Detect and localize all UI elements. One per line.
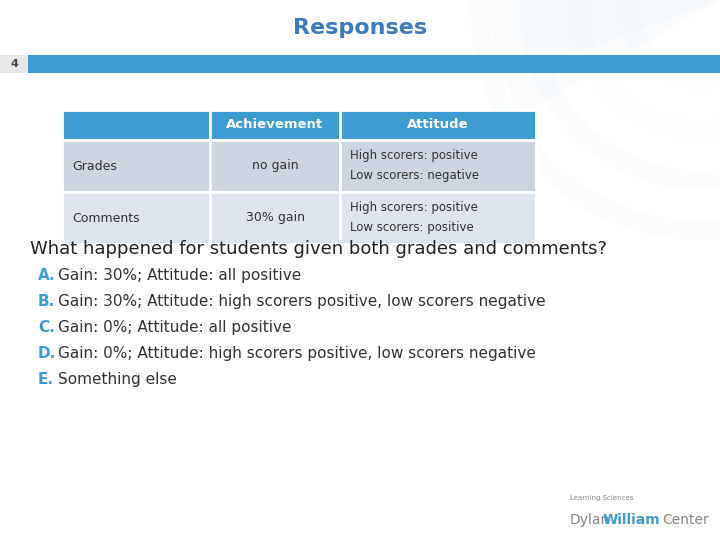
Bar (210, 192, 340, 244)
Text: B.: B. (38, 294, 55, 309)
Wedge shape (540, 0, 720, 62)
Text: no gain: no gain (252, 159, 298, 172)
Bar (62, 192, 210, 244)
Text: Gain: 0%; Attitude: all positive: Gain: 0%; Attitude: all positive (58, 320, 292, 335)
Bar (210, 110, 340, 140)
Text: A.: A. (38, 268, 55, 283)
Text: Low scorers: negative: Low scorers: negative (350, 170, 479, 183)
Text: Achievement: Achievement (226, 118, 323, 132)
Text: Gain: 0%; Attitude: high scorers positive, low scorers negative: Gain: 0%; Attitude: high scorers positiv… (58, 346, 536, 361)
Text: Low scorers: positive: Low scorers: positive (350, 221, 474, 234)
Text: Responses: Responses (293, 18, 427, 38)
Bar (340, 192, 536, 244)
Text: Dylan: Dylan (570, 513, 611, 527)
Text: Grades: Grades (72, 159, 117, 172)
Text: William: William (603, 513, 661, 527)
Text: Center: Center (662, 513, 708, 527)
Text: What happened for students given both grades and comments?: What happened for students given both gr… (30, 240, 607, 258)
Text: E.: E. (38, 372, 54, 387)
Text: Something else: Something else (58, 372, 177, 387)
Bar (340, 110, 536, 140)
Bar (62, 110, 210, 140)
Bar (0, 55, 720, 73)
Text: Gain: 30%; Attitude: all positive: Gain: 30%; Attitude: all positive (58, 268, 301, 283)
Bar (210, 140, 340, 192)
Bar (0, 55, 28, 73)
Text: High scorers: positive: High scorers: positive (350, 201, 478, 214)
Text: 4: 4 (10, 59, 18, 69)
Bar (62, 140, 210, 192)
Text: High scorers: positive: High scorers: positive (350, 150, 478, 163)
Text: C.: C. (38, 320, 55, 335)
Text: Attitude: Attitude (408, 118, 469, 132)
Text: Learning Sciences: Learning Sciences (570, 495, 634, 501)
Text: 30% gain: 30% gain (246, 212, 305, 225)
Text: Comments: Comments (72, 212, 140, 225)
Text: D.: D. (38, 346, 56, 361)
Bar (340, 140, 536, 192)
Wedge shape (490, 0, 720, 115)
Text: Gain: 30%; Attitude: high scorers positive, low scorers negative: Gain: 30%; Attitude: high scorers positi… (58, 294, 546, 309)
